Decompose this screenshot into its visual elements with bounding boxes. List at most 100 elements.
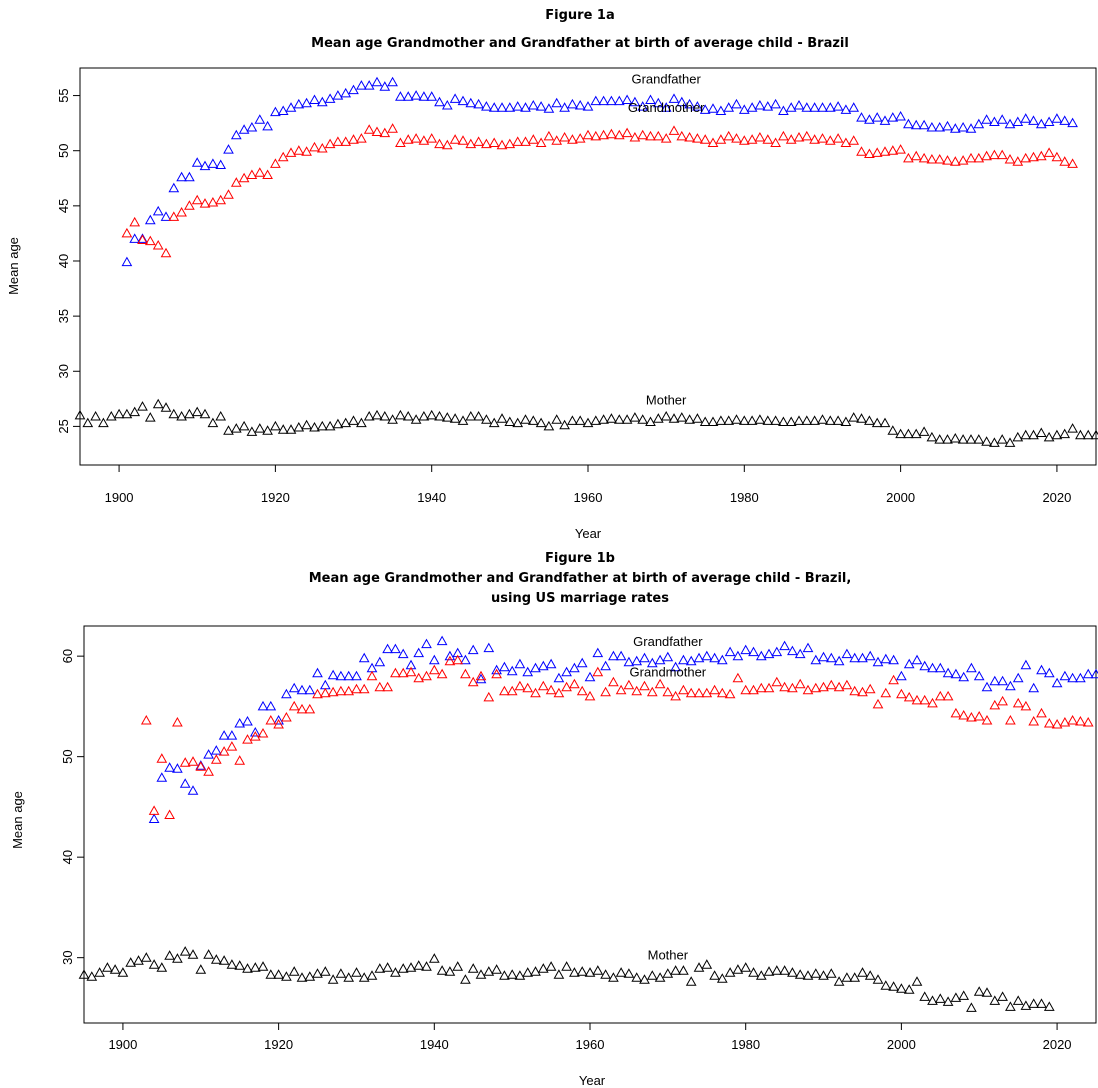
- mother-point: [397, 963, 409, 973]
- y-tick-label: 55: [56, 88, 71, 102]
- mother-point: [475, 969, 487, 979]
- mother-point: [1035, 427, 1047, 437]
- mother-point: [257, 961, 269, 971]
- grandfather-point: [1082, 668, 1094, 679]
- x-tick-label: 1900: [105, 490, 134, 505]
- grandfather-point: [402, 91, 414, 101]
- grandfather-point: [262, 120, 273, 131]
- grandfather-point: [755, 650, 767, 661]
- grandfather-point: [927, 662, 938, 673]
- mother-point: [371, 409, 383, 420]
- grandmother-point: [957, 155, 969, 165]
- grandfather-point: [623, 656, 635, 667]
- grandfather-point: [715, 105, 727, 115]
- grandmother-point: [738, 135, 750, 145]
- grandmother-point: [676, 130, 688, 141]
- mother-point: [731, 414, 742, 424]
- figure-1b-marks: [78, 635, 1098, 1012]
- mother-point: [746, 415, 758, 425]
- grandfather-point: [553, 672, 565, 683]
- mother-point: [1005, 1001, 1016, 1011]
- figure-1b-x-axis-label: Year: [579, 1073, 606, 1088]
- grandfather-point: [129, 233, 141, 243]
- grandfather-point: [413, 647, 425, 658]
- grandmother-point: [707, 137, 719, 147]
- grandfather-point: [1059, 115, 1071, 125]
- grandfather-point: [475, 673, 487, 684]
- mother-point: [818, 970, 829, 980]
- mother-point: [434, 410, 445, 421]
- grandmother-point: [441, 139, 453, 150]
- figure-1a-y-axis-label: Mean age: [6, 237, 21, 295]
- mother-point: [973, 986, 985, 996]
- grandfather-point: [1043, 116, 1055, 126]
- mother-point: [553, 969, 565, 979]
- x-tick-label: 1940: [417, 490, 446, 505]
- grandmother-point: [927, 697, 938, 708]
- grandfather-point: [491, 664, 502, 675]
- grandfather-point: [654, 654, 666, 665]
- grandmother-point: [428, 664, 440, 675]
- mother-point: [491, 964, 502, 974]
- grandmother-point: [226, 741, 238, 751]
- grandmother-point: [168, 211, 180, 221]
- grandmother-point: [496, 139, 508, 150]
- grandfather-point: [324, 93, 336, 103]
- grandfather-point: [358, 652, 370, 663]
- grandfather-point: [584, 671, 596, 682]
- grandmother-point: [919, 694, 931, 705]
- grandfather-point: [668, 93, 680, 103]
- grandfather-point: [770, 98, 781, 109]
- grandmother-point: [732, 672, 744, 683]
- figure-1a-x-axis-label: Year: [575, 526, 602, 541]
- grandfather-point: [809, 102, 820, 112]
- mother-point: [738, 415, 750, 425]
- grandmother-point: [1012, 697, 1024, 708]
- grandmother-point: [910, 150, 922, 161]
- grandfather-point: [848, 102, 860, 112]
- grandmother-point: [473, 136, 484, 146]
- grandmother-point: [553, 687, 565, 698]
- grandmother-point: [684, 131, 695, 142]
- grandfather-point: [934, 662, 946, 673]
- grandfather-point: [840, 104, 852, 114]
- mother-point: [740, 962, 752, 972]
- mother-point: [203, 949, 214, 959]
- grandfather-point: [1067, 117, 1078, 128]
- grandfather-point: [527, 99, 539, 110]
- mother-point: [723, 415, 735, 425]
- mother-point: [754, 414, 766, 424]
- mother-point: [488, 417, 500, 428]
- grandfather-point: [121, 256, 133, 267]
- mother-point: [335, 968, 347, 978]
- grandfather-point: [327, 669, 339, 680]
- grandfather-point: [504, 102, 516, 112]
- grandmother-point: [652, 130, 664, 141]
- mother-point: [637, 414, 649, 424]
- mother-point: [312, 968, 323, 978]
- mother-point: [685, 976, 697, 986]
- grandmother-point: [584, 690, 596, 701]
- grandmother-point: [421, 670, 432, 681]
- grandmother-point: [895, 144, 906, 154]
- mother-point: [109, 964, 121, 974]
- grandfather-point: [1036, 664, 1047, 675]
- grandmother-point: [483, 691, 495, 702]
- y-tick-label: 50: [60, 749, 75, 763]
- grandfather-point: [270, 106, 281, 117]
- grandfather-point: [590, 95, 602, 106]
- mother-point: [802, 970, 814, 980]
- mother-point: [997, 991, 1008, 1001]
- grandmother-point: [262, 169, 273, 179]
- grandmother-point: [1075, 715, 1086, 726]
- grandmother-point: [467, 676, 479, 687]
- grandfather-point: [833, 655, 845, 666]
- grandfather-point: [965, 123, 977, 133]
- mother-point: [763, 966, 775, 976]
- grandfather-point: [957, 121, 969, 132]
- mother-point: [707, 416, 719, 426]
- mother-point: [348, 415, 359, 425]
- mother-point: [1020, 429, 1032, 440]
- grandmother-point: [397, 667, 409, 678]
- grandfather-point: [296, 684, 308, 695]
